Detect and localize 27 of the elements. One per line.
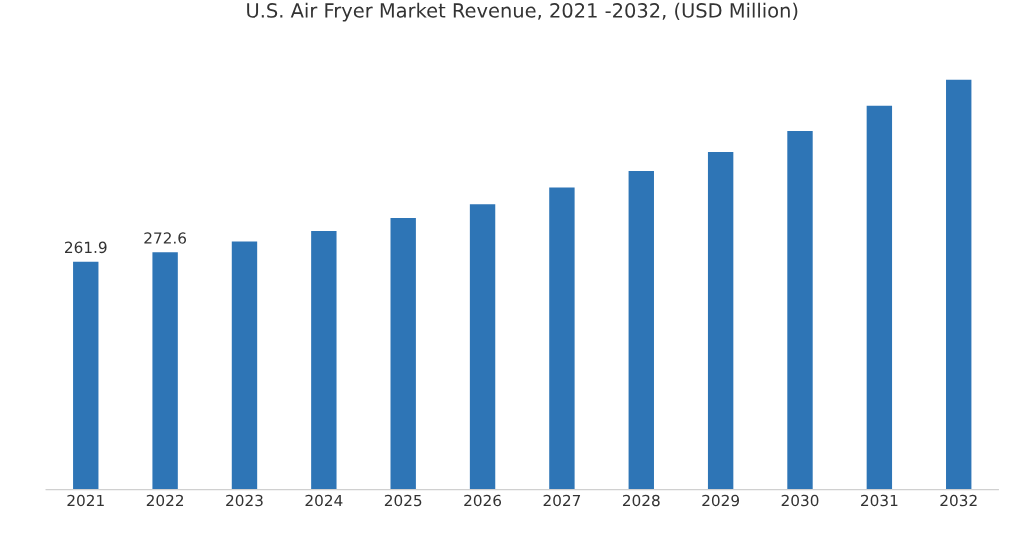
x-tick-label: 2031	[861, 494, 898, 507]
data-label: 261.9	[65, 241, 107, 254]
bar	[311, 231, 337, 490]
x-tick-label: 2023	[226, 494, 263, 507]
bar	[946, 79, 972, 490]
x-tick-label: 2032	[940, 494, 977, 507]
bar	[866, 105, 893, 490]
bar	[469, 204, 496, 490]
bar	[707, 151, 734, 490]
x-tick-label: 2022	[146, 494, 184, 507]
bar	[231, 241, 258, 490]
x-tick-label: 2024	[305, 494, 343, 507]
x-tick-label: 2030	[781, 494, 819, 507]
bar	[628, 171, 654, 490]
x-tick-label: 2025	[384, 494, 422, 507]
x-tick-label: 2029	[702, 494, 740, 507]
bar	[549, 187, 575, 490]
bar	[390, 218, 416, 490]
x-tick-label: 2027	[543, 494, 581, 507]
data-label: 272.6	[144, 232, 187, 244]
bar	[787, 131, 813, 490]
bar	[152, 252, 178, 490]
chart-title: U.S. Air Fryer Market Revenue, 2021 -2032, (USD Million)	[247, 2, 798, 22]
x-tick-label: 2026	[464, 494, 502, 507]
bar	[73, 261, 99, 490]
x-tick-label: 2028	[622, 494, 660, 507]
x-tick-label: 2021	[67, 494, 104, 507]
